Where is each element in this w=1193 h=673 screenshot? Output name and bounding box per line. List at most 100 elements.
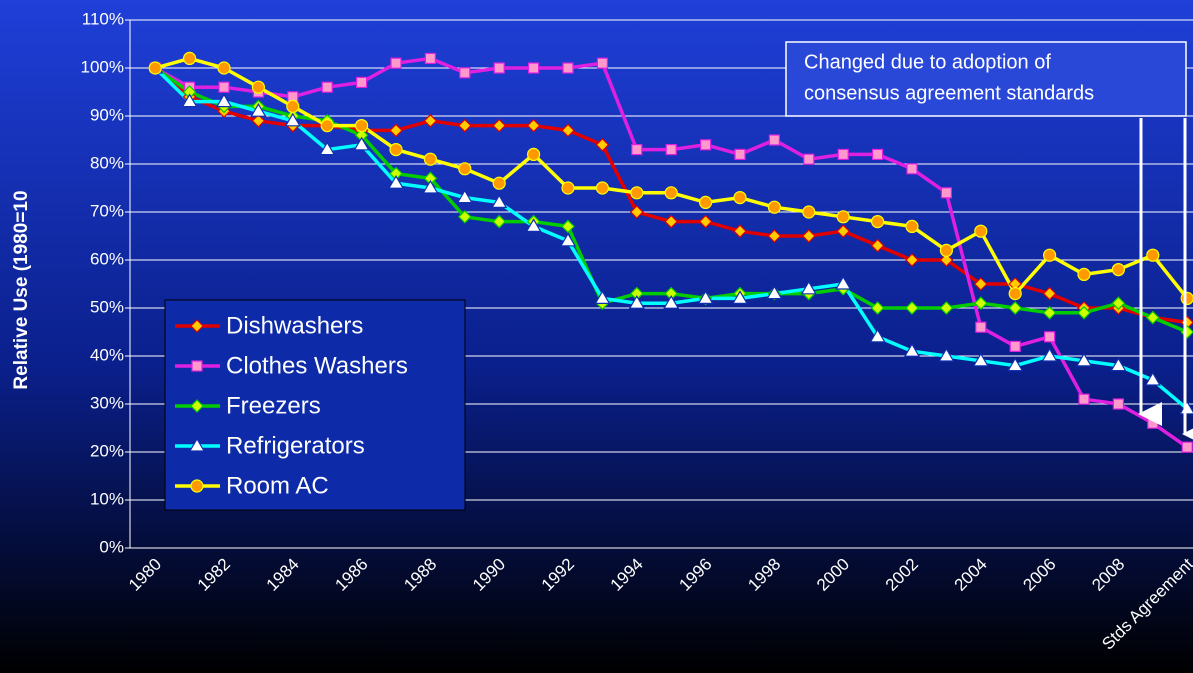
point (561, 123, 575, 138)
point (939, 243, 954, 257)
point (250, 103, 267, 117)
point (525, 218, 542, 232)
point (491, 194, 508, 208)
point (492, 118, 507, 133)
y-tick-label: 0% (99, 537, 124, 556)
point (321, 81, 333, 93)
point (284, 112, 301, 127)
point (870, 301, 885, 315)
point (1111, 296, 1126, 311)
point (664, 214, 679, 229)
point (286, 99, 300, 114)
point (1146, 248, 1160, 262)
point (1112, 398, 1125, 410)
point (1042, 286, 1057, 301)
point (1180, 291, 1193, 305)
point (699, 139, 712, 151)
legend-label: Freezers (226, 392, 321, 419)
point (731, 290, 749, 304)
y-tick-label: 70% (90, 201, 124, 220)
point (423, 152, 437, 166)
y-axis-label: Relative Use (1980=10 (11, 190, 32, 389)
point (562, 62, 574, 74)
point (389, 123, 403, 138)
point (835, 275, 852, 290)
legend-label: Room AC (226, 472, 329, 499)
point (492, 176, 506, 190)
point (1042, 248, 1057, 262)
point (1042, 305, 1057, 320)
point (215, 93, 233, 108)
point (1147, 417, 1159, 429)
point (697, 290, 714, 304)
point (492, 214, 507, 229)
legend-marker (190, 319, 204, 333)
point (1110, 357, 1127, 372)
point (390, 57, 402, 69)
point (940, 187, 953, 199)
point (837, 148, 849, 160)
point (870, 238, 885, 253)
point (561, 181, 575, 195)
point (561, 219, 575, 234)
point (389, 143, 403, 157)
y-tick-label: 100% (81, 57, 124, 76)
point (387, 175, 405, 189)
point (800, 280, 817, 295)
point (1043, 331, 1056, 343)
point (698, 195, 713, 209)
point (767, 200, 782, 214)
point (903, 343, 921, 357)
point (1041, 347, 1058, 362)
point (526, 118, 541, 133)
point (1111, 263, 1126, 277)
point (664, 186, 678, 200)
point (631, 144, 643, 156)
point (663, 295, 680, 309)
point (698, 214, 713, 229)
point (629, 205, 644, 219)
point (218, 81, 230, 93)
y-tick-label: 50% (90, 297, 124, 316)
point (1008, 301, 1023, 315)
point (1181, 441, 1193, 453)
legend-label: Dishwashers (226, 312, 363, 339)
point (766, 285, 783, 300)
legend-marker (190, 399, 204, 413)
point (1078, 393, 1090, 405)
point (320, 118, 334, 133)
point (526, 147, 541, 161)
point (422, 179, 439, 194)
point (1077, 305, 1091, 320)
point (871, 148, 884, 160)
point (251, 80, 265, 94)
point (767, 229, 782, 243)
point (870, 215, 885, 229)
point (869, 328, 886, 343)
annotation-text: Changed due to adoption of (804, 51, 1051, 73)
legend: Dishwashers Clothes Washers Freezers Refrig… (164, 299, 466, 511)
point (734, 148, 746, 160)
legend-label: Clothes Washers (226, 352, 408, 379)
annotation-text: consensus agreement standards (804, 82, 1094, 104)
point (355, 118, 369, 133)
point (836, 224, 851, 239)
point (905, 253, 919, 267)
point (1145, 310, 1160, 325)
point (975, 321, 987, 333)
point (1180, 325, 1193, 339)
legend-label: Refrigerators (226, 432, 365, 459)
y-tick-label: 80% (90, 153, 124, 172)
point (938, 347, 955, 362)
legend-marker (191, 360, 203, 372)
point (424, 52, 436, 65)
point (459, 67, 471, 79)
point (251, 113, 266, 128)
point (768, 134, 781, 146)
legend-marker (190, 479, 204, 493)
point (905, 219, 919, 233)
point (493, 62, 505, 74)
point (973, 296, 988, 311)
